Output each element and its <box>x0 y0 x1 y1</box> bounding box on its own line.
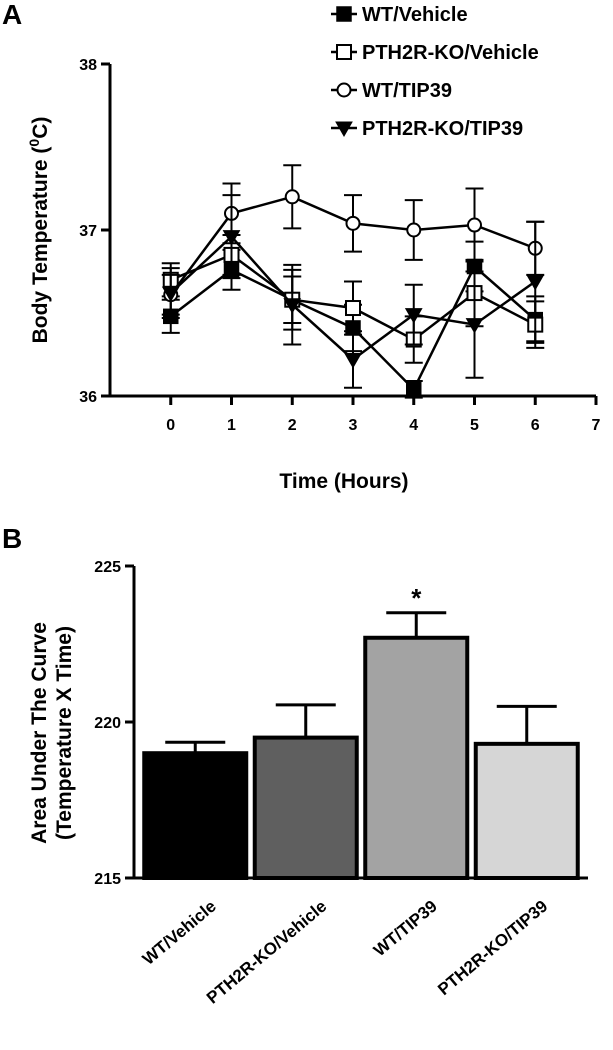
legend-marker-pth2r-ko-tip39 <box>335 121 353 138</box>
data-point-pth2r-ko-tip39 <box>283 298 302 314</box>
data-point-wt-tip39 <box>406 222 422 238</box>
data-point-pth2r-ko-tip39 <box>344 352 362 369</box>
data-point-pth2r-ko-vehicle <box>345 300 361 317</box>
panel-label-b: B <box>2 523 22 554</box>
x-tick-label-wt-vehicle: WT/Vehicle <box>139 897 220 969</box>
data-point-pth2r-ko-tip39 <box>161 286 180 303</box>
legend-label-wt-vehicle: WT/Vehicle <box>362 4 468 26</box>
x-tick-label: 3 <box>349 417 358 434</box>
x-tick-label: 1 <box>227 417 236 434</box>
x-axis-title: Time (Hours) <box>279 470 408 493</box>
significance-marker: * <box>411 583 422 613</box>
y-axis-title-line-2: (Temperature X Time) <box>53 626 76 840</box>
x-tick-label-wt-tip39: WT/TIP39 <box>370 897 441 961</box>
data-point-wt-vehicle <box>406 381 422 398</box>
legend-label-pth2r-ko-tip39: PTH2R-KO/TIP39 <box>362 118 523 140</box>
x-tick-label-pth2r-ko-tip39: PTH2R-KO/TIP39 <box>434 897 551 1000</box>
legend-marker-wt-tip39 <box>336 82 352 98</box>
y-tick-label: 220 <box>94 715 121 732</box>
legend-label-pth2r-ko-vehicle: PTH2R-KO/Vehicle <box>362 42 539 64</box>
line-chart-plot: 36 37 38 0 1 2 3 4 5 6 7 <box>79 57 600 434</box>
line-chart-panel: A WT/Vehicle PTH2R-KO/Vehicle WT/TIP39 PTH2… <box>2 0 601 493</box>
bar-wt-tip39 <box>363 635 470 881</box>
y-tick-label: 38 <box>79 57 97 74</box>
data-point-pth2r-ko-tip39 <box>465 318 484 334</box>
bar-pth2r-ko-vehicle <box>252 735 359 880</box>
y-tick-label: 215 <box>94 871 121 888</box>
x-tick-label: 7 <box>592 417 601 434</box>
bar-pth2r-ko-tip39 <box>473 741 580 881</box>
x-tick-label: 4 <box>409 417 418 434</box>
legend-label-wt-tip39: WT/TIP39 <box>362 80 452 102</box>
y-axis-title: Body Temperature (0C) <box>26 117 52 344</box>
chart-legend: WT/Vehicle PTH2R-KO/Vehicle WT/TIP39 PTH2R-… <box>331 4 539 140</box>
data-point-pth2r-ko-tip39 <box>526 274 545 291</box>
data-point-wt-tip39 <box>284 189 300 205</box>
y-tick-label: 36 <box>79 389 97 406</box>
data-point-wt-tip39 <box>467 217 482 233</box>
x-tick-label: 6 <box>531 417 540 434</box>
x-tick-label-pth2r-ko-vehicle: PTH2R-KO/Vehicle <box>203 897 330 1008</box>
legend-marker-wt-vehicle <box>336 6 352 22</box>
data-point-wt-tip39 <box>345 215 361 231</box>
y-tick-label: 37 <box>79 223 97 240</box>
bar-wt-vehicle <box>142 751 249 881</box>
data-point-pth2r-ko-tip39 <box>404 308 423 324</box>
legend-marker-pth2r-ko-vehicle <box>336 44 352 60</box>
x-tick-label: 0 <box>166 417 175 434</box>
data-point-pth2r-ko-tip39 <box>222 230 241 246</box>
panel-label-a: A <box>2 0 22 30</box>
y-tick-label: 225 <box>94 559 121 576</box>
y-axis-title-line-1: Area Under The Curve <box>28 622 51 844</box>
x-tick-label: 5 <box>470 417 479 434</box>
x-tick-label: 2 <box>288 417 297 434</box>
